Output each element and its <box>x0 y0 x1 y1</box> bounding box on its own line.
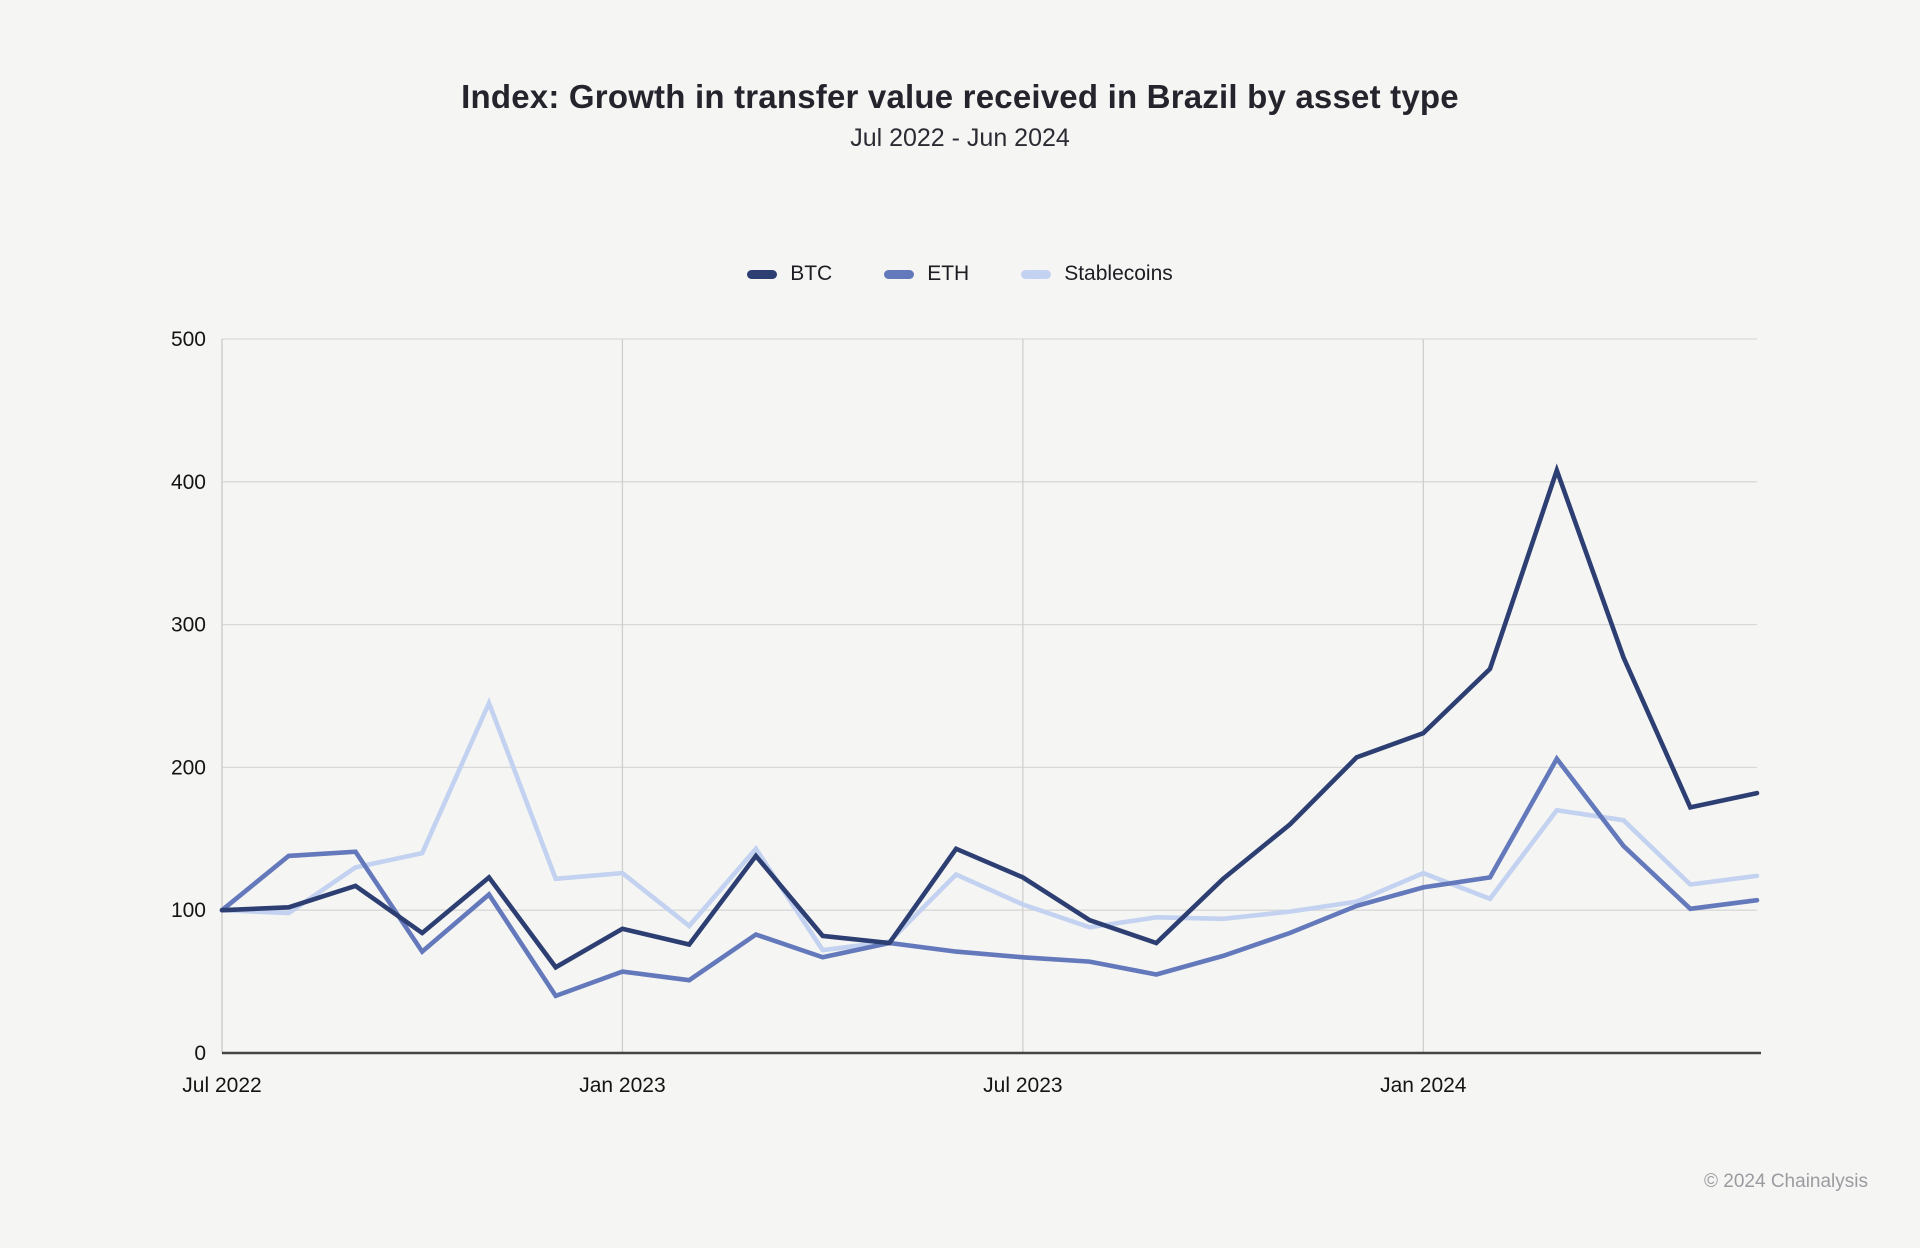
y-axis-tick-label: 0 <box>194 1042 206 1065</box>
legend-item-stablecoins: Stablecoins <box>1021 262 1173 286</box>
legend-swatch <box>884 269 915 279</box>
legend-label: ETH <box>927 262 970 285</box>
copyright-text: © 2024 Chainalysis <box>1704 1171 1868 1192</box>
legend-swatch <box>747 269 778 279</box>
legend: BTC ETH Stablecoins <box>0 262 1920 286</box>
y-axis-tick-label: 200 <box>171 756 206 779</box>
x-axis-tick-label: Jan 2024 <box>1380 1074 1467 1097</box>
chart-subtitle: Jul 2022 - Jun 2024 <box>850 124 1070 152</box>
series-line-stablecoins <box>219 697 1760 953</box>
x-axis-tick-label: Jan 2023 <box>579 1074 665 1097</box>
legend-label: BTC <box>790 262 833 285</box>
series-line-btc <box>219 463 1760 971</box>
y-axis-tick-label: 400 <box>171 471 206 494</box>
y-axis-tick-label: 500 <box>171 328 206 351</box>
legend-swatch <box>1021 269 1052 279</box>
legend-item-eth: ETH <box>884 262 969 286</box>
y-axis-tick-label: 100 <box>171 899 206 922</box>
x-axis-tick-label: Jul 2022 <box>182 1074 261 1097</box>
legend-label: Stablecoins <box>1064 262 1173 285</box>
x-axis-tick-label: Jul 2023 <box>983 1074 1062 1097</box>
chart-title: Index: Growth in transfer value received… <box>461 78 1459 115</box>
y-axis-tick-label: 300 <box>171 614 206 637</box>
series-line-eth <box>219 754 1760 999</box>
legend-item-btc: BTC <box>747 262 832 286</box>
